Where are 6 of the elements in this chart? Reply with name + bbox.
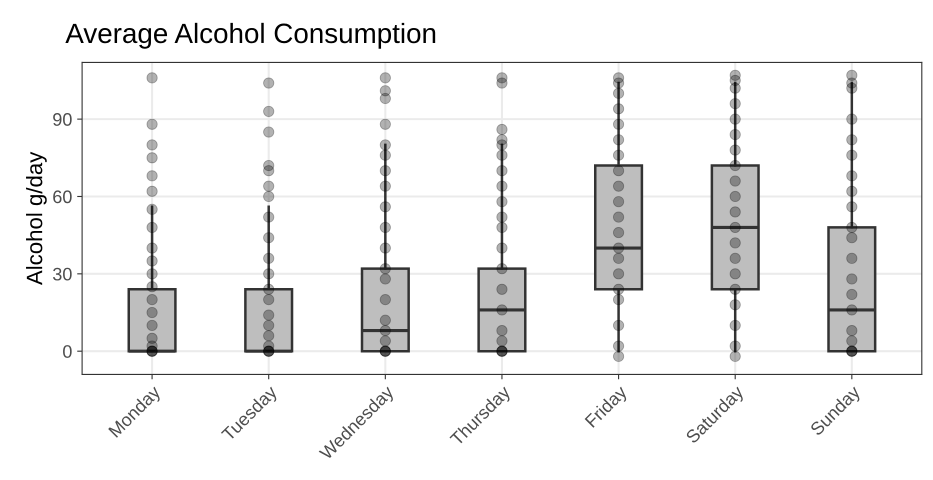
chart-title: Average Alcohol Consumption <box>65 22 436 49</box>
y-tick-label: 0 <box>63 345 72 358</box>
y-tick-label: 30 <box>52 268 72 281</box>
y-axis-title: Alcohol g/day <box>26 152 47 286</box>
y-tick-label: 60 <box>53 190 72 204</box>
y-tick-label: 90 <box>53 113 72 126</box>
